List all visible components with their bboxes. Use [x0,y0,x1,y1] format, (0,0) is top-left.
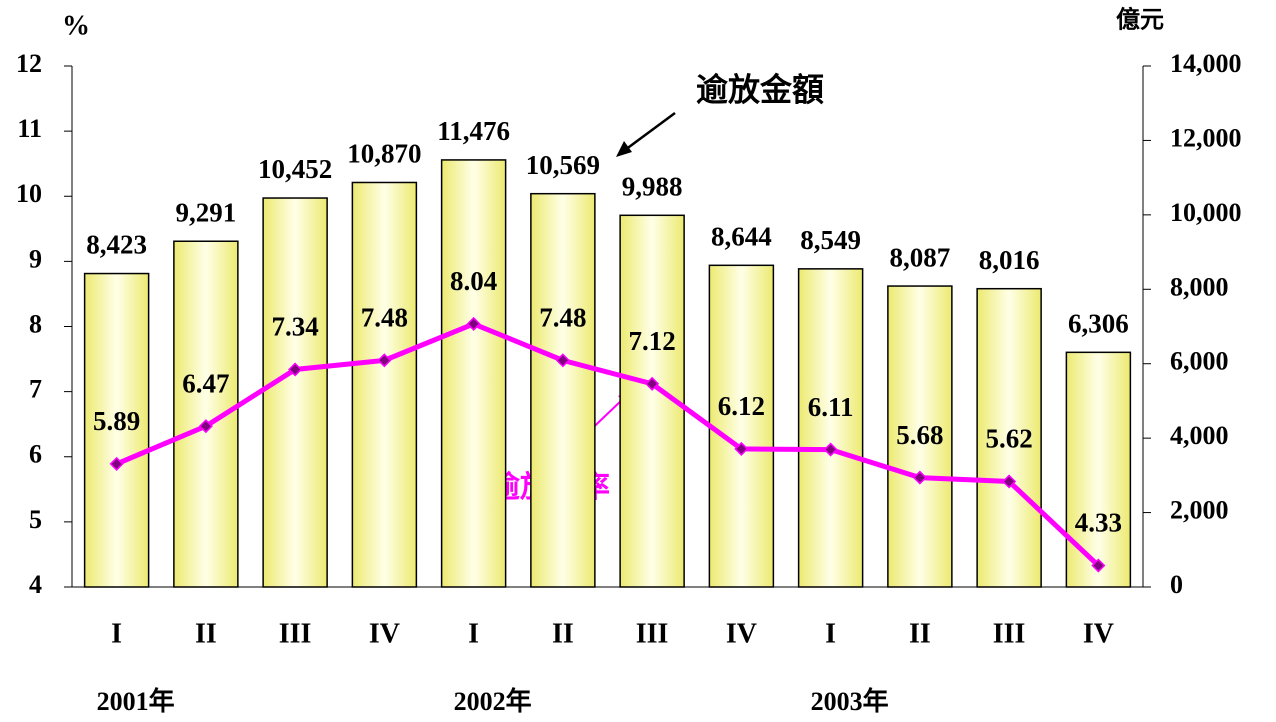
bar-value-label: 9,988 [622,172,683,202]
line-value-label: 7.48 [361,303,408,333]
point [912,470,927,485]
line-value-label: 6.11 [808,392,854,422]
x-tick-label: IV [369,618,400,649]
point [377,353,392,368]
bar [530,192,596,588]
y-tick-label: 4 [29,570,42,599]
line-value-label: 8.04 [450,266,497,296]
bar-value-label: 8,644 [711,222,772,252]
bar [797,268,864,588]
y2-tick-label: 4,000 [1170,421,1229,450]
bar-value-label: 8,549 [800,225,861,255]
y2-tick-label: 0 [1170,570,1183,599]
bar-value-label: 9,291 [176,197,237,227]
y2-tick-label: 6,000 [1170,347,1229,376]
line [115,321,1101,568]
bar-value-label: 8,016 [979,245,1040,275]
point [198,419,213,434]
point [823,442,838,457]
point [1002,474,1017,489]
point [555,353,570,368]
bar [708,264,775,588]
x-tick-label: II [552,618,574,649]
bar-value-label: 10,452 [258,154,332,184]
point [1091,558,1106,573]
y-axis-label: % [62,10,90,41]
point [734,441,749,456]
bar-value-label: 10,569 [526,150,600,180]
point [288,362,303,377]
x-tick-label: IV [726,618,757,649]
y2-tick-label: 8,000 [1170,272,1229,301]
y-tick-label: 10 [16,179,42,208]
line-value-label: 6.47 [182,368,229,398]
bar-value-label: 8,423 [86,230,147,260]
x-tick-label: I [468,618,479,649]
bar-annotation: 逾放金額 [696,71,824,107]
point [109,456,124,471]
y-tick-label: 7 [29,375,42,404]
bar [262,197,328,588]
x-tick-label: I [825,618,836,649]
bar [887,285,953,588]
year-label: 2003年 [811,686,889,716]
line-value-label: 7.12 [629,326,676,356]
bar [1065,351,1132,588]
x-tick-label: III [636,618,669,649]
line-value-label: 5.89 [93,406,140,436]
y2-axis-label: 億元 [1116,6,1164,34]
y-tick-label: 6 [29,440,42,469]
bar [440,159,507,588]
year-label: 2001年 [97,686,175,716]
y2-tick-label: 2,000 [1170,496,1229,525]
x-tick-label: III [993,618,1026,649]
y-tick-label: 8 [29,309,42,338]
line-value-label: 5.68 [896,420,943,450]
line-value-label: 7.34 [272,312,319,342]
arrow-head [616,141,632,157]
x-tick-label: IV [1083,618,1114,649]
annotation-arrow [624,111,676,152]
bar-value-label: 11,476 [437,116,510,146]
x-tick-label: II [195,618,217,649]
bar [976,287,1042,588]
bar [351,181,418,588]
x-tick-label: III [279,618,312,649]
bar-value-label: 10,870 [347,139,421,169]
point [645,376,660,391]
x-tick-label: I [111,618,122,649]
y2-tick-label: 10,000 [1170,198,1242,227]
y-tick-label: 9 [29,244,42,273]
point [466,316,481,331]
line-value-label: 7.48 [539,303,586,333]
year-label: 2002年 [454,686,532,716]
y2-tick-label: 12,000 [1170,123,1242,152]
bar-value-label: 8,087 [890,242,951,272]
bar-value-label: 6,306 [1068,309,1129,339]
bar [83,272,150,588]
x-tick-label: II [909,618,931,649]
y-tick-label: 5 [29,505,42,534]
line-value-label: 6.12 [718,391,765,421]
y2-tick-label: 14,000 [1170,49,1242,78]
line-value-label: 4.33 [1075,508,1122,538]
line-value-label: 5.62 [986,424,1033,454]
y-tick-label: 12 [16,49,42,78]
y-tick-label: 11 [17,114,42,143]
